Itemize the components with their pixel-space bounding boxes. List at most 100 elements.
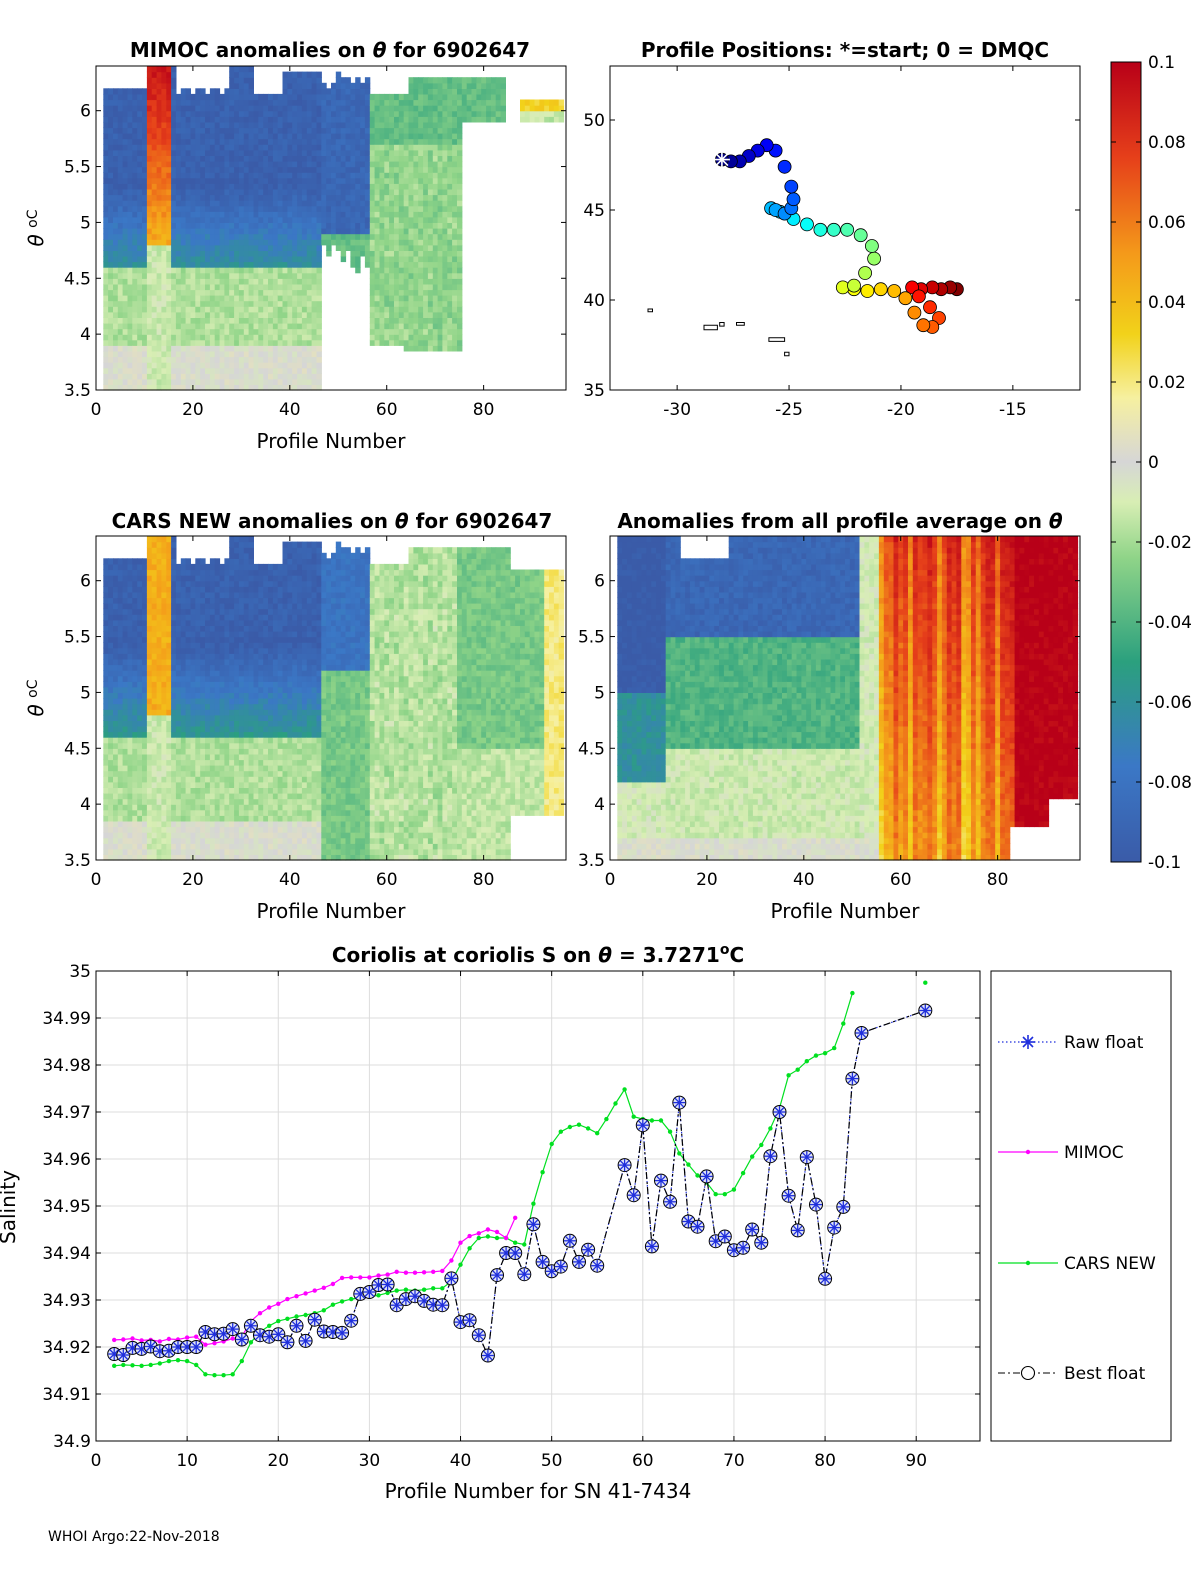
heatmap-cell [186,709,191,715]
heatmap-cell [418,133,423,139]
heatmap-cell [132,631,137,637]
heatmap-cell [370,172,375,178]
heatmap-cell [108,172,113,178]
heatmap-cell [152,743,157,749]
heatmap-cell [370,167,375,173]
heatmap-cell [244,334,249,340]
heatmap-cell [283,122,288,128]
heatmap-cell [258,239,263,245]
heatmap-cell [215,284,220,290]
heatmap-cell [239,183,244,189]
heatmap-cell [239,178,244,184]
heatmap-cell [234,211,239,217]
heatmap-cell [244,66,249,72]
heatmap-cell [244,200,249,206]
heatmap-cell [312,178,317,184]
heatmap-cell [273,245,278,251]
heatmap-cell [312,83,317,89]
heatmap-cell [341,116,346,122]
heatmap-cell [302,200,307,206]
heatmap-cell [297,373,302,379]
heatmap-cell [108,323,113,329]
heatmap-cell [161,362,166,368]
heatmap-cell [186,178,191,184]
heatmap-cell [186,558,191,564]
heatmap-cell [157,648,162,654]
heatmap-cell [370,340,375,346]
heatmap-cell [263,222,268,228]
heatmap-cell [123,704,128,710]
heatmap-cell [336,122,341,128]
heatmap-cell [205,351,210,357]
heatmap-cell [457,228,462,234]
heatmap-cell [113,167,118,173]
heatmap-cell [157,144,162,150]
heatmap-cell [210,301,215,307]
heatmap-cell [452,105,457,111]
heatmap-cell [496,94,501,100]
heatmap-cell [176,345,181,351]
heatmap-cell [433,133,438,139]
heatmap-cell [171,743,176,749]
heatmap-cell [268,262,273,268]
heatmap-cell [132,127,137,133]
heatmap-cell [166,843,171,849]
heatmap-cell [161,838,166,844]
heatmap-cell [263,161,268,167]
heatmap-cell [157,222,162,228]
heatmap-cell [166,832,171,838]
heatmap-cell [428,250,433,256]
heatmap-cell [321,228,326,234]
heatmap-cell [157,217,162,223]
heatmap-cell [181,206,186,212]
heatmap-cell [452,234,457,240]
heatmap-cell [118,94,123,100]
heatmap-cell [176,704,181,710]
heatmap-cell [142,189,147,195]
heatmap-cell [224,183,229,189]
heatmap-cell [258,278,263,284]
heatmap-cell [210,189,215,195]
heatmap-cell [346,172,351,178]
heatmap-cell [132,642,137,648]
heatmap-cell [249,161,254,167]
heatmap-cell [113,586,118,592]
heatmap-cell [157,105,162,111]
heatmap-cell [147,273,152,279]
heatmap-cell [321,144,326,150]
heatmap-cell [147,88,152,94]
heatmap-cell [128,843,133,849]
heatmap-cell [312,273,317,279]
heatmap-cell [312,295,317,301]
heatmap-cell [244,127,249,133]
heatmap-cell [472,94,477,100]
heatmap-cell [438,155,443,161]
heatmap-cell [350,139,355,145]
heatmap-cell [341,127,346,133]
heatmap-cell [254,111,259,117]
heatmap-cell [152,542,157,548]
heatmap-cell [103,720,108,726]
heatmap-cell [186,586,191,592]
heatmap-cell [191,301,196,307]
heatmap-cell [404,211,409,217]
heatmap-cell [200,306,205,312]
heatmap-cell [123,183,128,189]
heatmap-cell [108,239,113,245]
heatmap-cell [103,575,108,581]
heatmap-cell [181,351,186,357]
heatmap-cell [200,245,205,251]
heatmap-cell [457,312,462,318]
heatmap-cell [283,306,288,312]
heatmap-cell [171,570,176,576]
heatmap-cell [292,200,297,206]
heatmap-cell [268,217,273,223]
heatmap-cell [176,642,181,648]
heatmap-cell [307,178,312,184]
heatmap-cell [229,267,234,273]
heatmap-cell [418,189,423,195]
heatmap-cell [132,267,137,273]
heatmap-cell [142,720,147,726]
heatmap-cell [234,262,239,268]
heatmap-cell [317,211,322,217]
